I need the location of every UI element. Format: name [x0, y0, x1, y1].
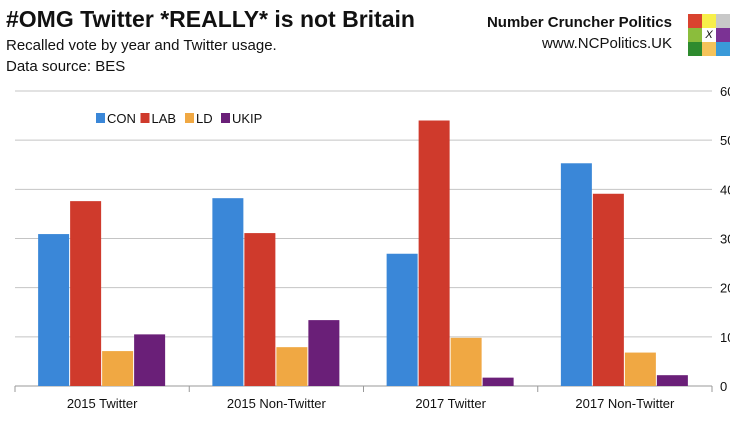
y-tick-label: 20	[720, 281, 730, 296]
logo-tile	[688, 42, 702, 56]
brand-url: www.NCPolitics.UK	[541, 35, 672, 52]
bar-ld	[102, 351, 134, 386]
y-tick-label: 40	[720, 182, 730, 197]
bar-con	[386, 253, 418, 386]
bar-ukip	[482, 377, 514, 386]
x-tick-label: 2015 Twitter	[67, 396, 138, 411]
legend-swatch-ld	[185, 113, 194, 123]
x-tick-label: 2017 Non-Twitter	[575, 396, 675, 411]
x-tick-label: 2017 Twitter	[415, 396, 486, 411]
y-tick-label: 0	[720, 379, 727, 394]
legend-swatch-ukip	[221, 113, 230, 123]
bar-ld	[276, 347, 308, 386]
bar-lab	[418, 120, 450, 386]
data-source: Data source: BES	[6, 58, 126, 75]
bar-ukip	[656, 375, 688, 386]
legend-label-ld: LD	[196, 111, 213, 126]
legend-label-ukip: UKIP	[232, 111, 262, 126]
bar-lab	[244, 233, 276, 386]
bar-lab	[592, 193, 624, 386]
chart-subtitle: Recalled vote by year and Twitter usage.	[6, 37, 277, 54]
legend-swatch-lab	[140, 113, 150, 123]
legend-label-lab: LAB	[152, 111, 177, 126]
brand-logo: X	[688, 14, 730, 56]
bar-ld	[450, 337, 482, 386]
bar-con	[560, 163, 592, 386]
logo-tile	[716, 14, 730, 28]
bar-ukip	[134, 334, 166, 386]
y-tick-label: 30	[720, 232, 730, 247]
logo-tile: X	[702, 28, 716, 42]
bar-lab	[70, 201, 102, 386]
chart-title: #OMG Twitter *REALLY* is not Britain	[6, 6, 415, 32]
legend-swatch-con	[96, 113, 105, 123]
brand-name: Number Cruncher Politics	[486, 14, 672, 31]
logo-tile	[716, 28, 730, 42]
legend-label-con: CON	[107, 111, 136, 126]
x-tick-label: 2015 Non-Twitter	[227, 396, 327, 411]
bar-con	[38, 234, 70, 386]
logo-tile	[702, 14, 716, 28]
bar-con	[212, 198, 244, 386]
logo-tile	[688, 28, 702, 42]
y-tick-label: 60	[720, 84, 730, 99]
logo-tile	[688, 14, 702, 28]
bar-ukip	[308, 320, 340, 386]
bar-ld	[624, 352, 656, 386]
logo-tile	[702, 42, 716, 56]
y-tick-label: 50	[720, 133, 730, 148]
y-tick-label: 10	[720, 330, 730, 345]
logo-tile	[716, 42, 730, 56]
